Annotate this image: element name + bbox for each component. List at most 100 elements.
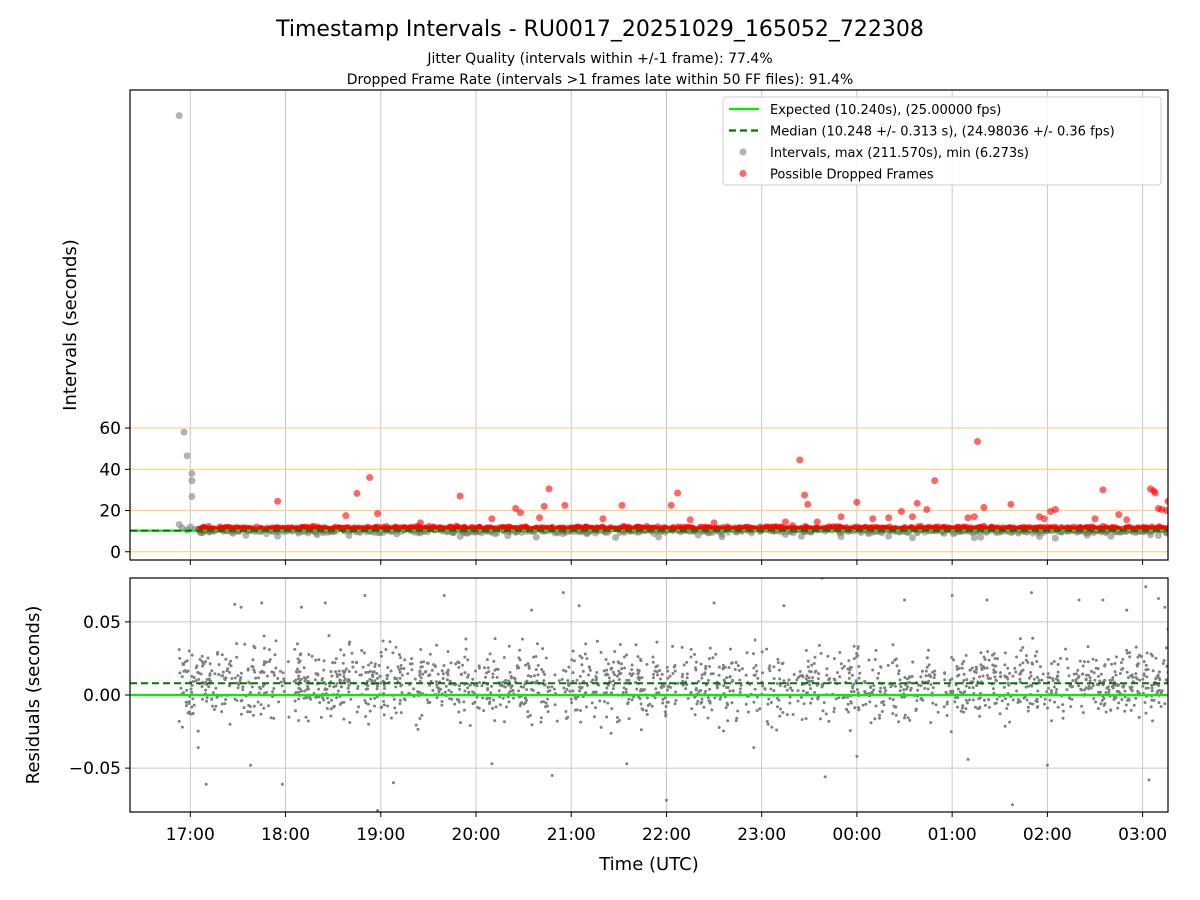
residual-point <box>1006 681 1010 685</box>
interval-point <box>532 533 540 541</box>
dropped-point <box>488 515 496 523</box>
residual-point <box>822 701 826 705</box>
residual-point <box>999 675 1003 679</box>
residual-point <box>201 697 205 701</box>
residual-point <box>1123 709 1127 713</box>
residual-point <box>775 682 779 686</box>
residual-point <box>709 672 713 676</box>
residual-point <box>487 701 491 705</box>
legend-swatch-dot <box>739 170 747 177</box>
residual-point <box>382 683 386 687</box>
residual-point <box>661 701 665 705</box>
residual-point <box>228 683 232 687</box>
residual-point <box>441 677 445 681</box>
residual-point <box>808 683 812 687</box>
residual-point <box>251 658 255 662</box>
residual-point <box>962 690 966 694</box>
residual-point <box>681 672 685 676</box>
residual-point <box>861 703 865 707</box>
residual-point <box>499 703 503 707</box>
residual-point <box>982 655 986 659</box>
residual-point <box>639 689 643 693</box>
residual-point <box>877 716 881 720</box>
residual-point <box>717 673 721 677</box>
dropped-point <box>913 499 921 507</box>
residual-point <box>586 683 590 687</box>
residual-point <box>347 683 351 687</box>
residual-point <box>666 669 670 673</box>
residual-point <box>525 688 529 692</box>
residual-point <box>934 703 938 707</box>
residual-point <box>840 666 844 670</box>
residual-point <box>481 696 485 700</box>
interval-point <box>1154 531 1162 539</box>
residual-point <box>335 675 339 679</box>
dropped-point <box>1151 489 1159 497</box>
residual-point <box>605 668 609 672</box>
residual-point <box>902 716 906 720</box>
residual-point <box>1050 719 1054 723</box>
residual-point <box>1030 591 1034 595</box>
interval-point <box>242 531 250 539</box>
residual-point <box>1096 707 1100 711</box>
dropped-point <box>1051 505 1059 513</box>
residual-point <box>776 661 780 665</box>
residual-point <box>810 697 814 701</box>
residual-point <box>485 697 489 701</box>
residual-point <box>343 669 347 673</box>
residual-point <box>1027 676 1031 680</box>
residual-point <box>518 658 522 662</box>
residual-point <box>177 719 181 723</box>
residual-point <box>517 695 521 699</box>
residual-point <box>355 710 359 714</box>
residual-point <box>863 679 867 683</box>
interval-point <box>977 533 985 541</box>
y-tick-label: 60 <box>99 419 121 439</box>
residual-point <box>731 689 735 693</box>
residual-point <box>297 690 301 694</box>
residual-point <box>1049 689 1053 693</box>
residual-point <box>838 651 842 655</box>
residual-point <box>1144 585 1148 589</box>
residual-point <box>636 655 640 659</box>
residual-point <box>282 677 286 681</box>
residual-point <box>1113 662 1117 666</box>
residual-point <box>847 671 851 675</box>
residual-point <box>207 677 211 681</box>
residual-point <box>360 649 364 653</box>
residual-point <box>992 664 996 668</box>
residual-point <box>1048 676 1052 680</box>
residual-point <box>357 705 361 709</box>
residual-point <box>562 686 566 690</box>
axes-frame <box>129 89 1169 561</box>
residual-point <box>878 713 882 717</box>
residual-point <box>872 688 876 692</box>
residual-point <box>594 675 598 679</box>
residual-point <box>342 674 346 678</box>
residual-point <box>848 729 852 733</box>
dropped-point <box>535 514 543 522</box>
residual-point <box>1098 690 1102 694</box>
residual-point <box>202 681 206 685</box>
residual-point <box>488 652 492 656</box>
residual-point <box>1131 675 1135 679</box>
residual-point <box>1024 658 1028 662</box>
residual-point <box>584 691 588 695</box>
residual-point <box>832 657 836 661</box>
residual-point <box>708 646 712 650</box>
residual-point <box>260 601 264 605</box>
residual-point <box>363 698 367 702</box>
residual-point <box>605 686 609 690</box>
interval-point <box>885 532 893 540</box>
residual-point <box>247 680 251 684</box>
residual-point <box>178 656 182 660</box>
dropped-point <box>1082 524 1090 531</box>
y-tick-label: −0.05 <box>69 759 121 779</box>
residual-point <box>611 679 615 683</box>
interval-point <box>345 531 353 539</box>
residual-point <box>651 660 655 664</box>
residual-point <box>622 686 626 690</box>
residual-point <box>856 645 860 649</box>
chart-subtitle-dropped: Dropped Frame Rate (intervals >1 frames … <box>347 72 854 88</box>
residual-point <box>964 698 968 702</box>
